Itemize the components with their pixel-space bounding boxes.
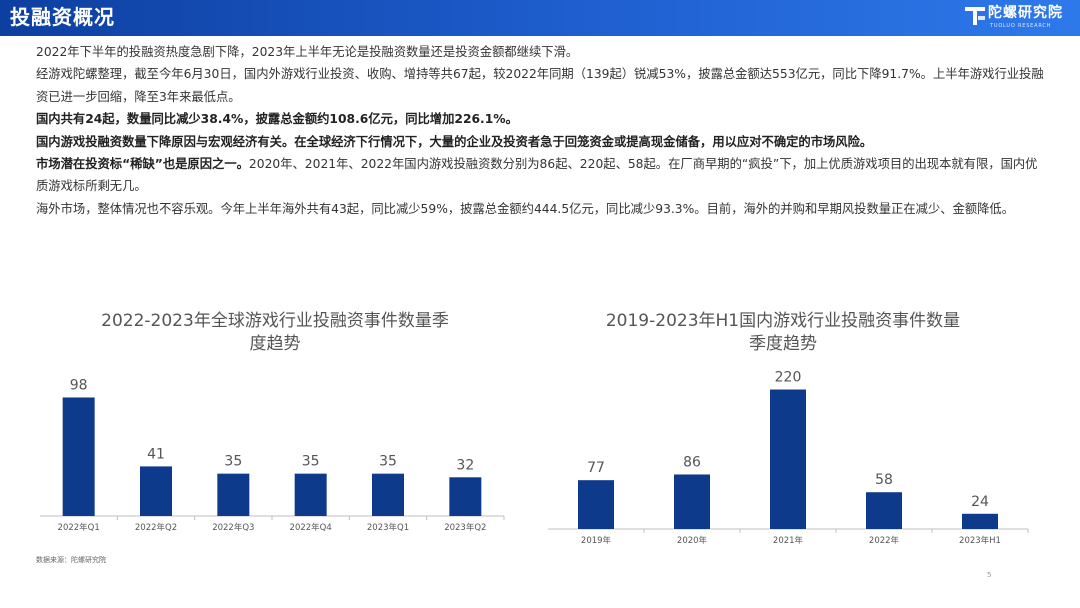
logo-subtext: TUOLUO RESEARCH — [990, 23, 1052, 29]
tick-label: 2023年H1 — [959, 535, 1001, 546]
chart1-title: 2022-2023年全球游戏行业投融资事件数量季 度趋势 — [40, 310, 510, 356]
data-label: 24 — [971, 494, 989, 510]
source-note: 数据来源：陀螺研究院 — [36, 556, 106, 564]
data-label: 35 — [302, 454, 320, 470]
tick-label: 2023年Q1 — [367, 522, 409, 533]
bar — [372, 473, 404, 516]
paragraph: 经游戏陀螺整理，截至今年6月30日，国内外游戏行业投资、收购、增持等共67起，较… — [36, 67, 1044, 104]
page-title: 投融资概况 — [10, 5, 115, 29]
paragraph: 2022年下半年的投融资热度急剧下降，2023年上半年无论是投融资数量还是投资金… — [36, 45, 579, 59]
paragraph: 海外市场，整体情况也不容乐观。今年上半年海外共有43起，同比减少59%，披露总金… — [36, 201, 1015, 216]
brand-logo: 陀螺研究院 TUOLUO RESEARCH — [964, 3, 1074, 33]
body-text: 2022年下半年的投融资热度急剧下降，2023年上半年无论是投融资数量还是投资金… — [36, 41, 1046, 220]
tick-label: 2022年Q3 — [212, 522, 254, 533]
data-label: 98 — [70, 377, 88, 393]
bar — [866, 492, 902, 529]
paragraph-lead: 市场潜在投资标“稀缺”也是原因之一。 — [36, 157, 249, 172]
tick-label: 2019年 — [581, 535, 612, 546]
tick-label: 2023年Q2 — [444, 522, 486, 533]
paragraph: 市场潜在投资标“稀缺”也是原因之一。2020年、2021年、2022年国内游戏投… — [36, 153, 1046, 198]
paragraph: 国内游戏投融资数量下降原因与宏观经济有关。在全球经济下行情况下，大量的企业及投资… — [36, 134, 873, 149]
data-label: 220 — [775, 370, 802, 386]
bar — [578, 480, 614, 529]
data-label: 35 — [224, 454, 242, 470]
bar — [62, 397, 95, 516]
bar — [770, 389, 806, 529]
data-label: 32 — [456, 457, 474, 473]
chart2-title: 2019-2023年H1国内游戏行业投融资事件数量 季度趋势 — [548, 310, 1018, 356]
logo-text: 陀螺研究院 — [988, 5, 1063, 21]
data-label: 86 — [683, 454, 701, 470]
paragraph: 国内共有24起，数量同比减少38.4%，披露总金额约108.6亿元，同比增加22… — [36, 112, 518, 127]
data-label: 41 — [147, 446, 165, 462]
tick-label: 2022年Q2 — [135, 522, 177, 533]
tick-label: 2022年Q4 — [290, 522, 332, 533]
bar — [294, 473, 327, 516]
data-label: 58 — [875, 472, 893, 488]
bar — [674, 474, 710, 529]
tick-label: 2022年Q1 — [58, 522, 100, 533]
page-number: 5 — [987, 571, 992, 579]
chart1-title-line: 度趋势 — [249, 334, 301, 354]
chart2-title-line: 季度趋势 — [749, 334, 817, 354]
header-bar: 投融资概况 陀螺研究院 TUOLUO RESEARCH — [0, 0, 1080, 36]
chart2-title-line: 2019-2023年H1国内游戏行业投融资事件数量 — [605, 311, 961, 331]
data-label: 77 — [587, 460, 605, 476]
bar — [449, 477, 482, 516]
chart1-title-line: 2022-2023年全球游戏行业投融资事件数量季 — [101, 311, 449, 331]
tick-label: 2020年 — [677, 535, 708, 546]
tick-label: 2022年 — [869, 535, 900, 546]
logo-icon — [965, 7, 985, 25]
bar — [962, 513, 998, 529]
paragraph-rest: 2020年、2021年、2022年国内游戏投融资数分别为86起、220起、58起… — [36, 157, 1038, 194]
bar — [140, 466, 172, 516]
tick-label: 2021年 — [773, 535, 804, 546]
data-label: 35 — [379, 454, 397, 470]
bar — [217, 473, 250, 516]
